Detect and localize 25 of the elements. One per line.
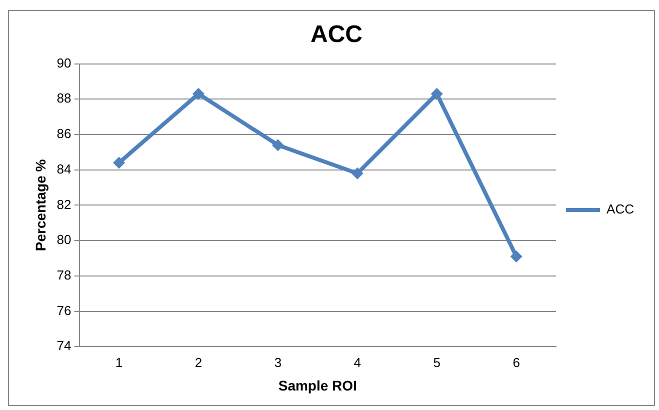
y-tick-label: 76 [56, 302, 72, 318]
x-tick-label: 5 [433, 354, 440, 370]
y-tick-label: 82 [56, 196, 72, 212]
y-tick-label: 88 [56, 90, 72, 106]
y-tick-label: 74 [56, 338, 72, 354]
x-tick-label: 1 [115, 354, 123, 370]
x-tick-label: 4 [354, 354, 362, 370]
y-tick-label: 78 [56, 267, 72, 282]
y-tick-label: 84 [56, 161, 72, 176]
y-tick-label: 86 [56, 126, 72, 142]
y-tick-label: 80 [56, 232, 72, 248]
point [510, 250, 522, 262]
y-axis-title: Percentage % [32, 158, 48, 252]
x-tick-label: 6 [512, 354, 520, 370]
point [192, 88, 204, 100]
x-tick-label: 2 [194, 354, 202, 370]
legend-label: ACC [606, 202, 634, 217]
point [272, 139, 284, 152]
point [112, 156, 125, 169]
chart-title: ACC [310, 21, 362, 48]
y-tick-label: 90 [56, 55, 72, 70]
x-tick-label: 3 [274, 354, 282, 370]
x-axis-title: Sample ROI [278, 377, 357, 394]
point [430, 88, 443, 100]
point [351, 167, 364, 180]
